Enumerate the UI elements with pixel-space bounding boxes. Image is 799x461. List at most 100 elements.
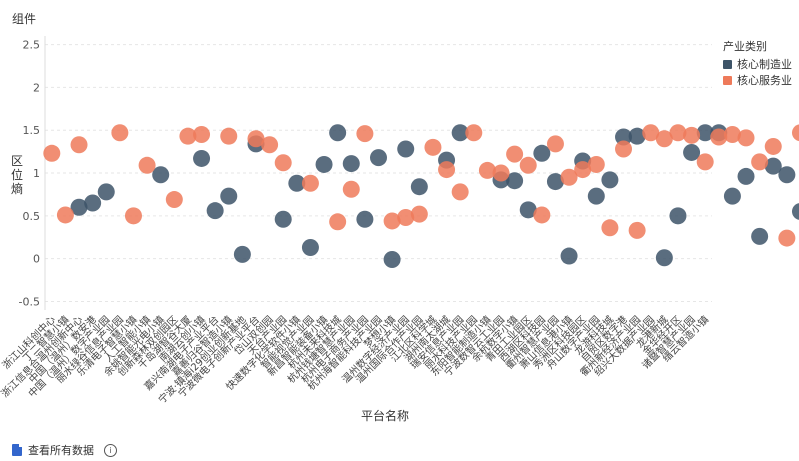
service-point[interactable]: [683, 126, 701, 144]
manufacturing-point[interactable]: [70, 198, 88, 216]
legend-label[interactable]: 核心服务业: [737, 73, 792, 87]
service-point[interactable]: [465, 124, 483, 142]
manufacturing-point[interactable]: [84, 194, 102, 212]
data-points: [43, 124, 799, 268]
service-point[interactable]: [438, 161, 456, 179]
service-point[interactable]: [43, 144, 61, 162]
service-point[interactable]: [778, 229, 796, 247]
manufacturing-point[interactable]: [329, 124, 347, 142]
manufacturing-point[interactable]: [519, 201, 537, 219]
service-point[interactable]: [628, 221, 646, 239]
service-point[interactable]: [601, 219, 619, 237]
x-axis-label: 平台名称: [361, 408, 409, 423]
manufacturing-point[interactable]: [274, 210, 292, 228]
service-point[interactable]: [533, 206, 551, 224]
service-point[interactable]: [193, 125, 211, 143]
manufacturing-point[interactable]: [669, 207, 687, 225]
y-tick-label: 1.5: [23, 124, 41, 137]
legend-swatch: [723, 76, 732, 85]
manufacturing-point[interactable]: [193, 149, 211, 167]
manufacturing-point[interactable]: [370, 149, 387, 167]
service-point[interactable]: [111, 124, 129, 142]
y-tick-label: 1: [33, 167, 40, 180]
manufacturing-point[interactable]: [220, 187, 238, 205]
manufacturing-point[interactable]: [683, 143, 701, 161]
manufacturing-point[interactable]: [791, 203, 799, 220]
service-point[interactable]: [669, 124, 687, 142]
service-point[interactable]: [383, 212, 401, 230]
manufacturing-point[interactable]: [152, 166, 170, 184]
service-point[interactable]: [56, 206, 74, 224]
service-point[interactable]: [410, 205, 428, 223]
service-point[interactable]: [329, 213, 347, 231]
manufacturing-point[interactable]: [615, 128, 633, 146]
document-icon: [12, 444, 22, 456]
service-point[interactable]: [70, 136, 88, 154]
service-point[interactable]: [791, 124, 799, 142]
manufacturing-point[interactable]: [356, 210, 374, 228]
service-point[interactable]: [165, 191, 183, 209]
service-point[interactable]: [696, 153, 714, 171]
legend-label[interactable]: 核心制造业: [737, 57, 792, 71]
service-point[interactable]: [261, 136, 279, 154]
service-point[interactable]: [492, 164, 510, 182]
manufacturing-point[interactable]: [342, 155, 360, 173]
service-point[interactable]: [356, 125, 374, 143]
manufacturing-point[interactable]: [696, 124, 714, 142]
manufacturing-point[interactable]: [587, 187, 605, 205]
manufacturing-point[interactable]: [383, 250, 401, 268]
manufacturing-point[interactable]: [206, 202, 224, 220]
service-point[interactable]: [342, 180, 360, 198]
manufacturing-point[interactable]: [533, 144, 551, 162]
service-point[interactable]: [751, 153, 769, 171]
service-point[interactable]: [478, 161, 496, 179]
service-point[interactable]: [220, 127, 238, 145]
service-point[interactable]: [655, 130, 673, 148]
manufacturing-point[interactable]: [723, 187, 741, 205]
manufacturing-point[interactable]: [410, 178, 428, 196]
manufacturing-point[interactable]: [301, 238, 319, 256]
service-point[interactable]: [274, 154, 292, 172]
manufacturing-point[interactable]: [288, 174, 306, 192]
manufacturing-point[interactable]: [315, 155, 333, 173]
service-point[interactable]: [179, 127, 197, 145]
info-icon[interactable]: i: [104, 443, 117, 457]
service-point[interactable]: [764, 137, 782, 155]
service-point[interactable]: [737, 129, 755, 147]
x-axis: 浙江山科创中心丁二智慧小镇浙江信息合温州创新中心中国（温州）数安港中国（温州）数…: [0, 313, 711, 406]
manufacturing-point[interactable]: [628, 127, 646, 145]
manufacturing-point[interactable]: [506, 172, 524, 190]
service-point[interactable]: [451, 183, 469, 201]
manufacturing-point[interactable]: [764, 157, 782, 175]
service-point[interactable]: [587, 155, 605, 173]
service-point[interactable]: [506, 145, 524, 163]
view-all-data-link[interactable]: 查看所有数据 i: [12, 442, 117, 458]
manufacturing-point[interactable]: [233, 245, 251, 263]
service-point[interactable]: [124, 207, 142, 225]
manufacturing-point[interactable]: [737, 167, 755, 185]
service-point[interactable]: [560, 168, 578, 186]
service-point[interactable]: [546, 135, 564, 153]
manufacturing-point[interactable]: [546, 173, 564, 191]
y-tick-label: 0.5: [23, 210, 41, 223]
service-point[interactable]: [710, 128, 728, 146]
service-point[interactable]: [397, 209, 415, 227]
service-point[interactable]: [247, 130, 265, 148]
manufacturing-point[interactable]: [451, 124, 469, 142]
manufacturing-point[interactable]: [751, 227, 769, 245]
manufacturing-point[interactable]: [601, 171, 619, 189]
service-point[interactable]: [615, 140, 633, 158]
manufacturing-point[interactable]: [655, 249, 673, 267]
service-point[interactable]: [642, 124, 660, 142]
service-point[interactable]: [723, 125, 741, 143]
manufacturing-point[interactable]: [778, 166, 796, 184]
service-point[interactable]: [519, 156, 537, 174]
service-point[interactable]: [138, 156, 156, 174]
service-point[interactable]: [574, 161, 592, 179]
manufacturing-point[interactable]: [560, 247, 578, 265]
manufacturing-point[interactable]: [97, 183, 115, 201]
service-point[interactable]: [301, 174, 319, 192]
service-point[interactable]: [424, 138, 442, 156]
manufacturing-point[interactable]: [397, 140, 415, 158]
